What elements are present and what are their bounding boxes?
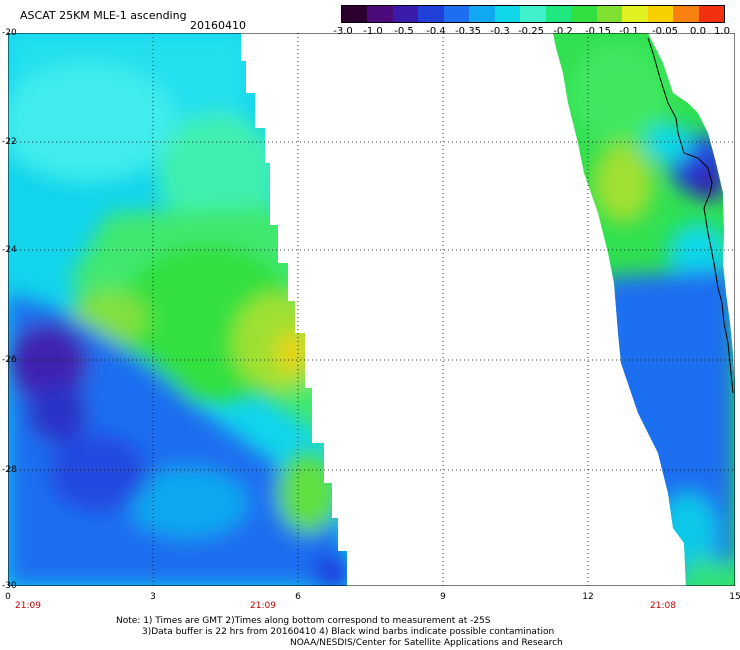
latitude-label: -30 (2, 581, 17, 591)
colorbar-tick-label: -0.3 (490, 26, 510, 37)
latitude-label: -26 (2, 355, 17, 365)
colorbar-segment (443, 6, 470, 22)
note-line-3: NOAA/NESDIS/Center for Satellite Applica… (290, 638, 563, 648)
longitude-label: 3 (150, 592, 156, 602)
time-label: 21:09 (250, 601, 276, 611)
colorbar-segment (469, 6, 495, 22)
longitude-label: 6 (295, 592, 301, 602)
colorbar-segment (571, 6, 597, 22)
map-date: 20160410 (190, 19, 246, 32)
colorbar-segment (698, 6, 725, 22)
time-label: 21:08 (650, 601, 676, 611)
colorbar-tick-label: -0.35 (455, 26, 481, 37)
grid-lines (8, 33, 735, 586)
colorbar-segment (392, 6, 419, 22)
note-line-1: Note: 1) Times are GMT 2)Times along bot… (116, 616, 491, 626)
latitude-label: -24 (2, 245, 17, 255)
longitude-label: 0 (5, 592, 11, 602)
colorbar-segment (494, 6, 521, 22)
colorbar-tick-label: -0.2 (553, 26, 573, 37)
colorbar-segment (418, 6, 444, 22)
latitude-label: -28 (2, 465, 17, 475)
colorbar-tick-label: -0.4 (426, 26, 446, 37)
latitude-label: -20 (2, 28, 17, 38)
map-title: ASCAT 25KM MLE-1 ascending (20, 9, 187, 22)
coastline (647, 37, 734, 394)
colorbar-segment (596, 6, 623, 22)
left-swath (8, 33, 347, 586)
colorbar-tick-label: -3.0 (333, 26, 353, 37)
note-line-2: 3)Data buffer is 22 hrs from 20160410 4)… (142, 627, 555, 637)
colorbar-tick-label: -0.15 (585, 26, 611, 37)
colorbar-tick-label: 0.0 (690, 26, 706, 37)
colorbar-segment (622, 6, 648, 22)
latitude-label: -22 (2, 137, 17, 147)
colorbar-tick-label: 1.0 (714, 26, 730, 37)
colorbar-tick-label: -0.1 (619, 26, 639, 37)
colorbar-segment (545, 6, 572, 22)
longitude-label: 15 (729, 592, 740, 602)
colorbar-tick-label: -0.05 (652, 26, 678, 37)
scatterometer-map (8, 33, 735, 586)
colorbar-tick-label: -0.5 (394, 26, 414, 37)
colorbar-tick-label: -1.0 (363, 26, 383, 37)
longitude-label: 9 (440, 592, 446, 602)
colorbar-segment (647, 6, 674, 22)
time-label: 21:09 (15, 601, 41, 611)
right-swath (553, 33, 735, 586)
colorbar (341, 5, 725, 23)
colorbar-segment (367, 6, 393, 22)
colorbar-segment (673, 6, 699, 22)
colorbar-tick-label: -0.25 (518, 26, 544, 37)
colorbar-segment (520, 6, 546, 22)
colorbar-segment (342, 6, 368, 22)
longitude-label: 12 (582, 592, 594, 602)
